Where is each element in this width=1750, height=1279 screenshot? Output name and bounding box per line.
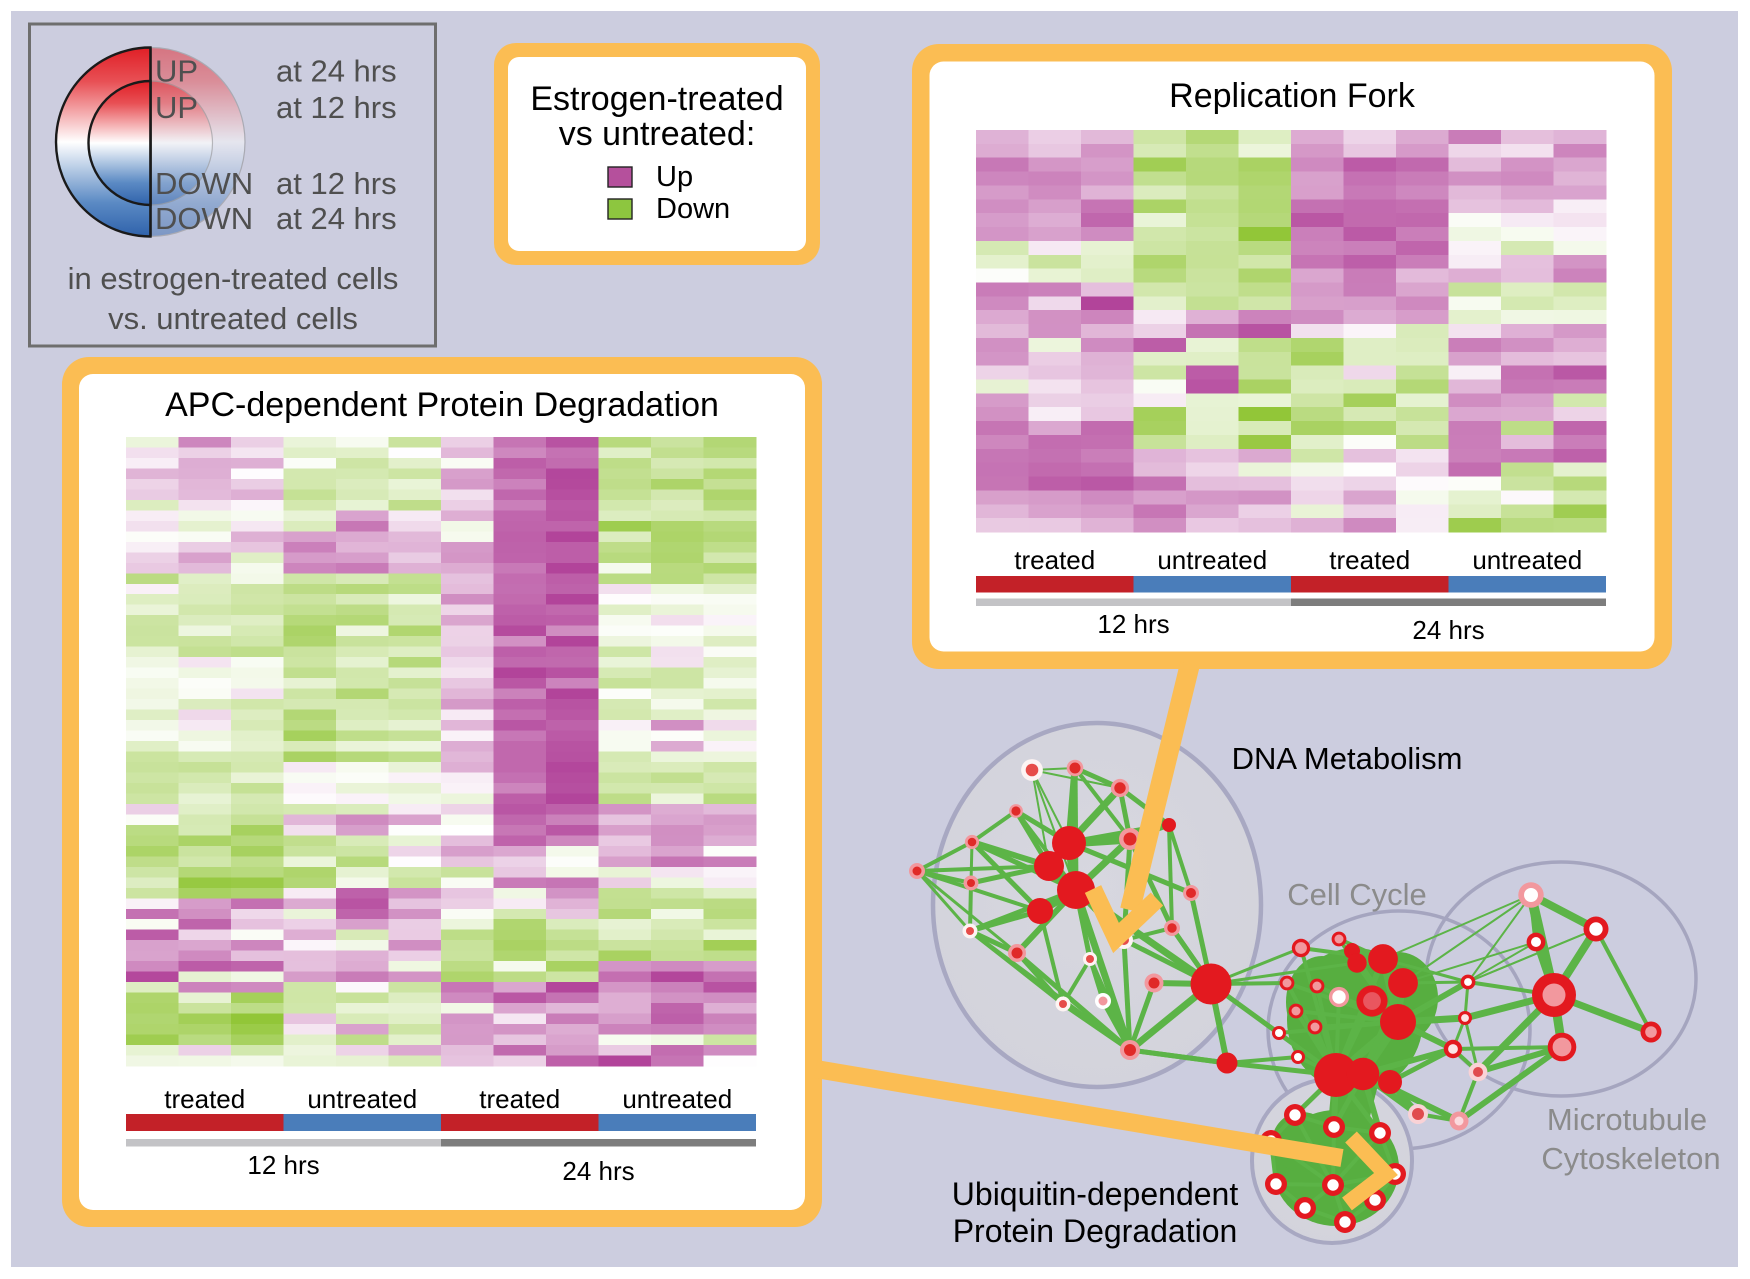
svg-text:Replication Fork: Replication Fork [1169, 77, 1416, 115]
svg-text:APC-dependent Protein Degradat: APC-dependent Protein Degradation [165, 386, 719, 424]
svg-text:UP: UP [155, 90, 198, 125]
svg-text:treated: treated [1329, 545, 1410, 575]
svg-text:untreated: untreated [1157, 545, 1267, 575]
svg-text:12 hrs: 12 hrs [1097, 609, 1169, 639]
svg-text:untreated: untreated [1472, 545, 1582, 575]
svg-text:DOWN: DOWN [155, 166, 253, 201]
svg-text:DOWN: DOWN [155, 201, 253, 236]
svg-text:treated: treated [1014, 545, 1095, 575]
svg-text:in estrogen-treated cells: in estrogen-treated cells [68, 261, 399, 296]
svg-text:Microtubule: Microtubule [1547, 1102, 1707, 1137]
svg-text:vs untreated:: vs untreated: [559, 115, 756, 153]
svg-text:Estrogen-treated: Estrogen-treated [530, 80, 783, 118]
svg-text:vs. untreated cells: vs. untreated cells [108, 301, 358, 336]
svg-text:untreated: untreated [307, 1084, 417, 1114]
svg-text:at 12 hrs: at 12 hrs [276, 166, 397, 201]
svg-text:treated: treated [479, 1084, 560, 1114]
svg-text:at 24 hrs: at 24 hrs [276, 54, 397, 89]
svg-text:Down: Down [656, 193, 730, 225]
svg-text:24 hrs: 24 hrs [1412, 615, 1484, 645]
svg-text:Cell Cycle: Cell Cycle [1287, 877, 1427, 912]
svg-text:treated: treated [164, 1084, 245, 1114]
svg-text:UP: UP [155, 54, 198, 89]
svg-text:12 hrs: 12 hrs [247, 1150, 319, 1180]
svg-text:Ubiquitin-dependent: Ubiquitin-dependent [952, 1176, 1239, 1212]
svg-text:Cytoskeleton: Cytoskeleton [1541, 1141, 1720, 1176]
svg-text:24 hrs: 24 hrs [562, 1156, 634, 1186]
svg-text:Protein Degradation: Protein Degradation [953, 1213, 1238, 1249]
svg-text:DNA Metabolism: DNA Metabolism [1232, 741, 1463, 776]
svg-text:Up: Up [656, 161, 693, 193]
svg-text:at 12 hrs: at 12 hrs [276, 90, 397, 125]
svg-text:at 24 hrs: at 24 hrs [276, 201, 397, 236]
svg-text:untreated: untreated [622, 1084, 732, 1114]
